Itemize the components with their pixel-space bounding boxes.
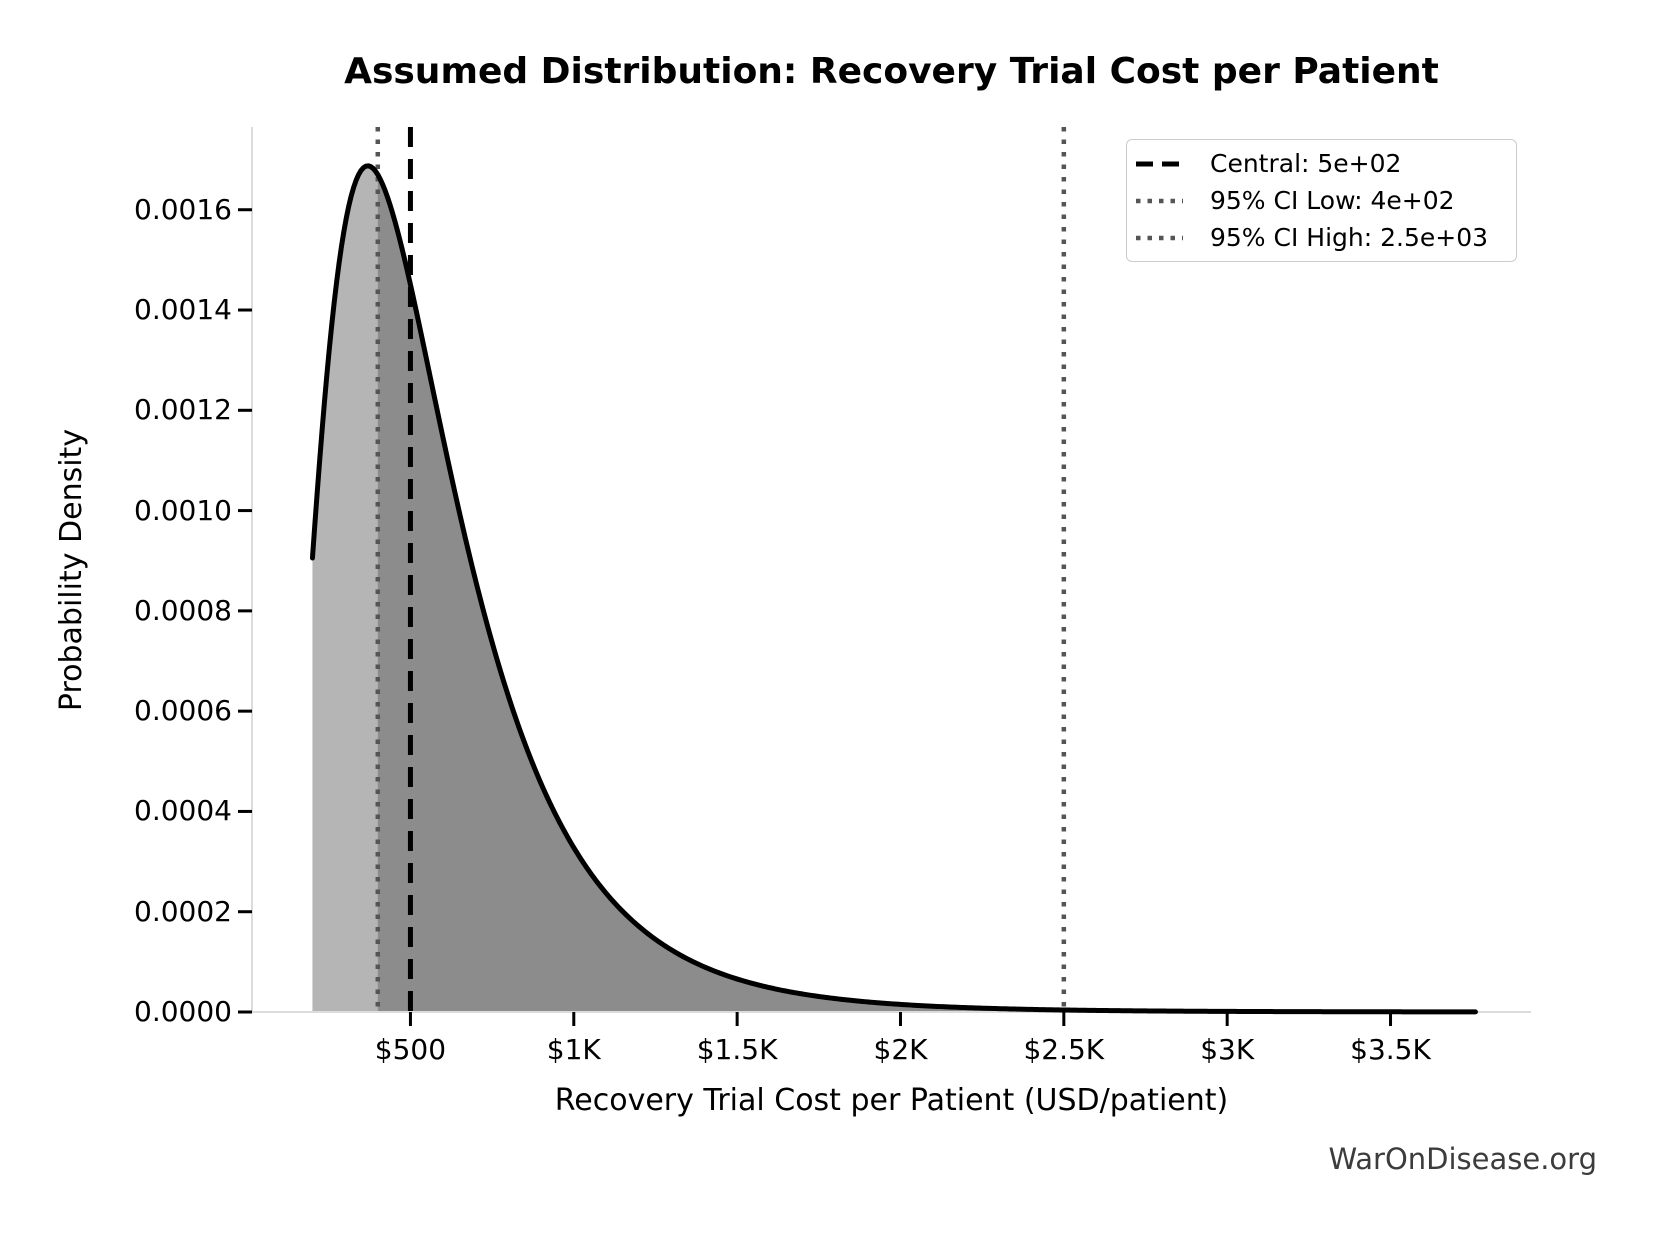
dotted-line-icon xyxy=(1136,234,1183,242)
x-tick-label: $3.5K xyxy=(1350,1033,1431,1066)
chart-title: Assumed Distribution: Recovery Trial Cos… xyxy=(344,51,1439,92)
legend-label: 95% CI Low: 4e+02 xyxy=(1210,185,1455,215)
legend-label: 95% CI High: 2.5e+03 xyxy=(1210,222,1489,252)
legend-item: Central: 5e+02 xyxy=(1136,145,1506,182)
x-tick-label: $2K xyxy=(873,1033,928,1066)
y-tick-label: 0.0012 xyxy=(134,393,232,427)
y-tick-label: 0.0016 xyxy=(134,192,232,226)
legend-label: Central: 5e+02 xyxy=(1210,148,1402,178)
y-axis-label: Probability Density xyxy=(54,428,89,712)
x-axis-label: Recovery Trial Cost per Patient (USD/pat… xyxy=(554,1083,1229,1118)
x-ticks xyxy=(408,1012,1393,1026)
dashed-line-icon xyxy=(1136,160,1183,168)
dotted-line-icon xyxy=(1136,197,1183,205)
y-ticks xyxy=(238,208,252,1014)
x-tick-label: $500 xyxy=(374,1033,447,1066)
y-tick-label: 0.0004 xyxy=(134,794,232,828)
x-tick-label: $2.5K xyxy=(1023,1033,1105,1066)
x-tick-label: $3K xyxy=(1200,1033,1255,1066)
legend-item: 95% CI Low: 4e+02 xyxy=(1136,182,1506,219)
x-tick-label: $1K xyxy=(546,1033,601,1066)
y-tick-label: 0.0002 xyxy=(134,894,232,928)
y-tick-label: 0.0008 xyxy=(134,593,232,627)
legend: Central: 5e+02 95% CI Low: 4e+02 95% CI … xyxy=(1126,139,1517,262)
y-tick-label: 0.0014 xyxy=(134,293,232,326)
legend-item: 95% CI High: 2.5e+03 xyxy=(1136,219,1506,256)
y-tick-label: 0.0000 xyxy=(134,995,232,1028)
density-curve xyxy=(309,163,1478,1015)
y-tick-label: 0.0006 xyxy=(134,694,232,728)
x-tick-label: $1.5K xyxy=(696,1033,778,1066)
watermark: WarOnDisease.org xyxy=(1328,1142,1597,1176)
y-tick-label: 0.0010 xyxy=(134,493,232,527)
